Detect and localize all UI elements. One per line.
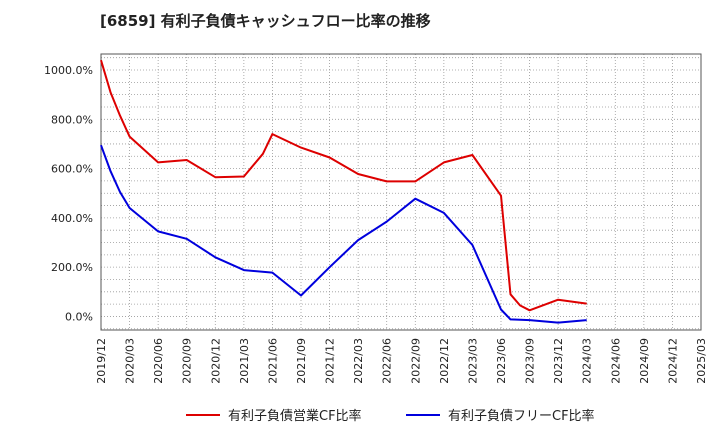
series-lines (100, 59, 587, 324)
x-tick-label: 2024/03 (581, 338, 594, 384)
x-tick-label: 2020/12 (209, 338, 222, 384)
y-tick-label: 0.0% (65, 310, 93, 323)
legend: 有利子負債営業CF比率 有利子負債フリーCF比率 (186, 408, 595, 424)
x-tick-label: 2021/06 (266, 338, 279, 384)
legend-label-series1: 有利子負債営業CF比率 (228, 408, 362, 424)
x-tick-label: 2021/03 (238, 338, 251, 384)
x-tick-label: 2024/12 (666, 338, 679, 384)
x-tick-label: 2020/09 (181, 338, 194, 384)
x-tick-label: 2024/09 (638, 338, 651, 384)
y-tick-label: 600.0% (51, 163, 93, 176)
x-tick-label: 2019/12 (95, 338, 108, 384)
y-tick-label: 800.0% (51, 113, 93, 126)
x-tick-label: 2022/12 (438, 338, 451, 384)
y-tick-label: 1000.0% (44, 64, 93, 77)
x-tick-label: 2020/03 (124, 338, 137, 384)
x-tick-label: 2023/12 (552, 338, 565, 384)
x-tick-label: 2024/06 (609, 338, 622, 384)
legend-label-series2: 有利子負債フリーCF比率 (448, 408, 595, 424)
x-tick-label: 2022/06 (381, 338, 394, 384)
series-line-1 (100, 59, 587, 312)
x-tick-label: 2022/03 (352, 338, 365, 384)
series-line-2 (100, 144, 587, 324)
x-tick-label: 2023/03 (466, 338, 479, 384)
x-axis: 2019/12 2020/03 2020/06 2020/09 2020/12 2021/… (95, 338, 708, 384)
plot-area (100, 53, 702, 331)
x-tick-label: 2021/09 (295, 338, 308, 384)
y-tick-label: 400.0% (51, 212, 93, 225)
x-tick-label: 2021/12 (324, 338, 337, 384)
x-tick-label: 2025/03 (695, 338, 708, 384)
y-axis: 0.0% 200.0% 400.0% 600.0% 800.0% 1000.0% (44, 64, 93, 323)
x-tick-label: 2023/09 (524, 338, 537, 384)
x-tick-label: 2023/06 (495, 338, 508, 384)
y-tick-label: 200.0% (51, 261, 93, 274)
chart-title: [6859] 有利子負債キャッシュフロー比率の推移 (100, 12, 431, 30)
x-tick-label: 2022/09 (409, 338, 422, 384)
x-tick-label: 2020/06 (152, 338, 165, 384)
grid (100, 54, 702, 330)
